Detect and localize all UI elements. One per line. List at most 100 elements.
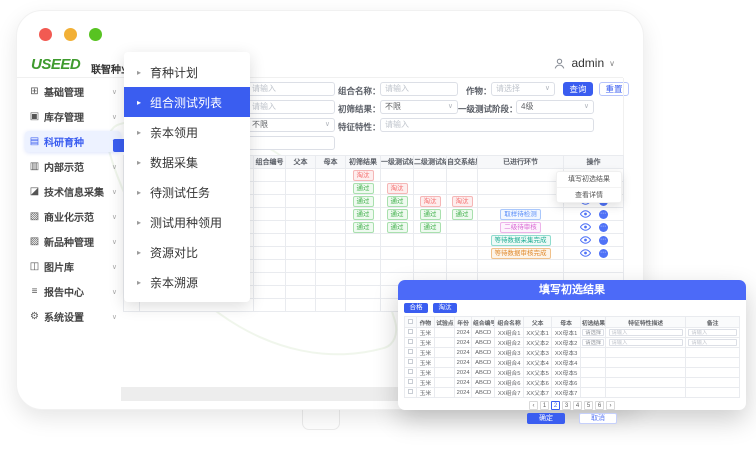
- stage-cell: [477, 168, 564, 182]
- page-‹[interactable]: ‹: [529, 401, 538, 410]
- modal-cell: XX母本4: [551, 357, 581, 368]
- father-cell: [285, 233, 316, 247]
- search-button[interactable]: 查询: [563, 82, 593, 96]
- menu-item-fill-result[interactable]: 填写初选结果: [568, 176, 610, 183]
- view-icon[interactable]: [579, 236, 591, 244]
- sidebar-item-内部示范[interactable]: ▥ 内部示范 ∨: [25, 156, 121, 177]
- sidebar-item-报告中心[interactable]: ≡ 报告中心 ∨: [25, 281, 121, 302]
- bulk-淘汰-button[interactable]: 淘汰: [433, 303, 457, 313]
- bulk-合格-button[interactable]: 合格: [404, 303, 428, 313]
- chevron-down-icon: ∨: [447, 103, 453, 110]
- modal-remark-cell: [685, 347, 740, 358]
- sidebar-item-新品种管理[interactable]: ▨ 新品种管理 ∨: [25, 231, 121, 252]
- modal-row-checkbox[interactable]: [407, 349, 413, 355]
- level1-stage-select[interactable]: 4级 ∨: [516, 100, 594, 114]
- crop-label: 作物：: [466, 86, 492, 96]
- ops-cell: ⋯: [563, 207, 624, 221]
- more-icon[interactable]: ⋯: [598, 222, 608, 232]
- submenu-item-测试用种领用[interactable]: ▸ 测试用种领用: [124, 207, 250, 237]
- page-2[interactable]: 2: [551, 401, 560, 410]
- father-cell: [285, 168, 316, 182]
- result-cell: 通过: [345, 207, 381, 221]
- page-3[interactable]: 3: [562, 401, 571, 410]
- modal-row-checkbox[interactable]: [407, 339, 413, 345]
- remark-input[interactable]: 请输入: [688, 339, 737, 346]
- modal-row-checkbox[interactable]: [407, 379, 413, 385]
- modal-row-checkbox[interactable]: [407, 389, 413, 395]
- modal-row-checkbox[interactable]: [407, 369, 413, 375]
- sidebar-item-商业化示范[interactable]: ▧ 商业化示范 ∨: [25, 206, 121, 227]
- modal-cell: [434, 327, 456, 338]
- sidebar-item-系统设置[interactable]: ⚙ 系统设置 ∨: [25, 306, 121, 327]
- cancel-button[interactable]: 取消: [579, 413, 617, 424]
- modal-cell: 玉米: [415, 327, 436, 338]
- submenu-item-育种计划[interactable]: ▸ 育种计划: [124, 57, 250, 87]
- reset-button[interactable]: 重置: [599, 82, 629, 96]
- sidebar-item-基础管理[interactable]: ⊞ 基础管理 ∨: [25, 81, 121, 102]
- modal-cell: 玉米: [415, 337, 436, 348]
- maximize-window-dot[interactable]: [89, 28, 102, 41]
- remark-input[interactable]: 请输入: [688, 329, 737, 336]
- sidebar-item-科研育种[interactable]: ▤科研育种∨: [25, 131, 121, 152]
- page-5[interactable]: 5: [584, 401, 593, 410]
- modal-select-all-checkbox[interactable]: [407, 318, 413, 324]
- desc-input[interactable]: 请输入: [608, 339, 683, 346]
- modal-remark-cell: 请输入: [685, 327, 740, 338]
- sidebar-item-图片库[interactable]: ◫ 图片库 ∨: [25, 256, 121, 277]
- submenu-item-亲本领用[interactable]: ▸ 亲本领用: [124, 117, 250, 147]
- traits-label: 特征特性：: [338, 122, 381, 132]
- result-select[interactable]: 请选择 ∨: [582, 339, 604, 346]
- sidebar-nav: ⊞基础管理∨ ▣库存管理∨ ▤科研育种∨ ▥内部示范∨ ◪技术信息采集∨ ▧商业化示范∨ ▨…: [25, 81, 121, 331]
- commerce-icon: ▧: [29, 211, 40, 222]
- result-cell: [345, 285, 381, 299]
- more-icon[interactable]: ⋯: [598, 248, 608, 258]
- mother-cell: [315, 272, 346, 286]
- result-select[interactable]: 请选择 ∨: [582, 329, 604, 336]
- view-icon[interactable]: [579, 249, 591, 257]
- modal-row-checkbox[interactable]: [407, 359, 413, 365]
- page-6[interactable]: 6: [595, 401, 604, 410]
- page-4[interactable]: 4: [573, 401, 582, 410]
- combo-code-cell: [253, 194, 286, 208]
- submenu-item-数据采集[interactable]: ▸ 数据采集: [124, 147, 250, 177]
- desc-input[interactable]: 请输入: [608, 329, 683, 336]
- code-filter-input[interactable]: 请输入: [247, 82, 335, 96]
- modal-cell: XX组合5: [494, 367, 524, 378]
- minimize-window-dot[interactable]: [64, 28, 77, 41]
- status-badge: 通过: [352, 221, 374, 233]
- screen-result-select[interactable]: 不限 ∨: [380, 100, 458, 114]
- sidebar-item-库存管理[interactable]: ▣ 库存管理 ∨: [25, 106, 121, 127]
- crop-select[interactable]: 请选择 ∨: [491, 82, 555, 96]
- status-badge: 通过: [352, 195, 374, 207]
- submenu-item-待测试任务[interactable]: ▸ 待测试任务: [124, 177, 250, 207]
- result-cell: [413, 246, 447, 260]
- more-icon[interactable]: ⋯: [598, 209, 608, 219]
- status-badge: 淘汰: [352, 169, 374, 181]
- view-icon[interactable]: [579, 223, 591, 231]
- view-icon[interactable]: [579, 210, 591, 218]
- traits-input[interactable]: 请输入: [380, 118, 594, 132]
- modal-cell: XX母本7: [551, 387, 581, 398]
- close-window-dot[interactable]: [39, 28, 52, 41]
- combo-name-input[interactable]: 请输入: [380, 82, 458, 96]
- modal-cell: XX父本5: [522, 367, 553, 378]
- more-icon[interactable]: ⋯: [598, 235, 608, 245]
- submenu-item-资源对比[interactable]: ▸ 资源对比: [124, 237, 250, 267]
- extra-filter-input[interactable]: [247, 136, 335, 150]
- confirm-button[interactable]: 确定: [527, 413, 565, 424]
- submenu-item-亲本溯源[interactable]: ▸ 亲本溯源: [124, 267, 250, 297]
- user-menu[interactable]: admin ∨: [553, 56, 615, 70]
- modal-row-checkbox[interactable]: [407, 329, 413, 335]
- image-icon: ◫: [29, 261, 40, 272]
- sidebar-item-技术信息采集[interactable]: ◪ 技术信息采集 ∨: [25, 181, 121, 202]
- menu-item-view-detail[interactable]: 查看详情: [557, 187, 621, 202]
- page-1[interactable]: 1: [540, 401, 549, 410]
- page-›[interactable]: ›: [606, 401, 615, 410]
- code2-filter-input[interactable]: 请输入: [247, 100, 335, 114]
- submenu-item-组合测试列表[interactable]: ▸ 组合测试列表: [124, 87, 250, 117]
- modal-table-row: 玉米 2024 ABCD XX组合3 XX父本3 XX母本3: [404, 347, 740, 358]
- research-submenu: ▸ 育种计划 ▸ 组合测试列表 ▸ 亲本领用 ▸ 数据采集 ▸ 待测试任务 ▸ 测试用种领用 ▸ 资源对比…: [124, 52, 250, 302]
- limit-select[interactable]: 不限 ∨: [247, 118, 335, 132]
- modal-desc-cell: [604, 347, 687, 358]
